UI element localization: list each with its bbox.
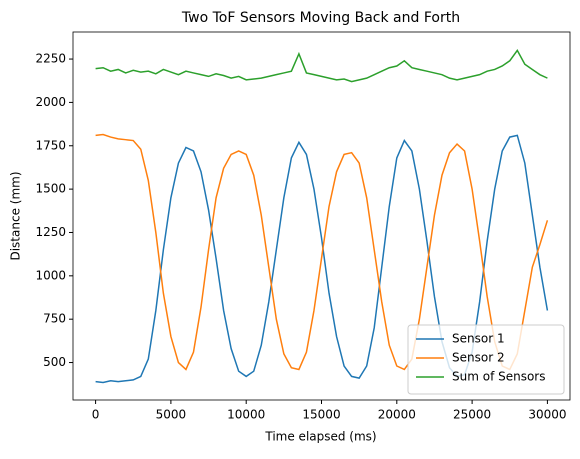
y-axis-label: Distance (mm) bbox=[9, 171, 23, 260]
x-tick-label: 15000 bbox=[302, 408, 340, 422]
x-axis-label: Time elapsed (ms) bbox=[264, 430, 376, 444]
chart-title: Two ToF Sensors Moving Back and Forth bbox=[181, 10, 460, 26]
legend-label: Sensor 1 bbox=[452, 332, 505, 346]
legend-label: Sum of Sensors bbox=[452, 370, 546, 384]
x-tick-label: 30000 bbox=[528, 408, 566, 422]
y-tick-label: 500 bbox=[43, 355, 66, 369]
x-tick-label: 25000 bbox=[453, 408, 491, 422]
y-tick-label: 2250 bbox=[35, 52, 66, 66]
x-tick-label: 20000 bbox=[378, 408, 416, 422]
data-line bbox=[95, 133, 549, 371]
y-tick-label: 1250 bbox=[35, 225, 66, 239]
y-tick-label: 750 bbox=[43, 312, 66, 326]
y-tick-label: 1000 bbox=[35, 268, 66, 282]
y-tick-label: 1750 bbox=[35, 138, 66, 152]
y-tick-label: 1500 bbox=[35, 182, 66, 196]
x-tick-label: 0 bbox=[92, 408, 100, 422]
legend-label: Sensor 2 bbox=[452, 351, 505, 365]
y-tick-label: 2000 bbox=[35, 95, 66, 109]
legend-box bbox=[407, 324, 565, 395]
data-line bbox=[95, 48, 548, 83]
axes-frame bbox=[72, 31, 571, 401]
x-tick-label: 10000 bbox=[227, 408, 265, 422]
x-tick-label: 5000 bbox=[156, 408, 187, 422]
